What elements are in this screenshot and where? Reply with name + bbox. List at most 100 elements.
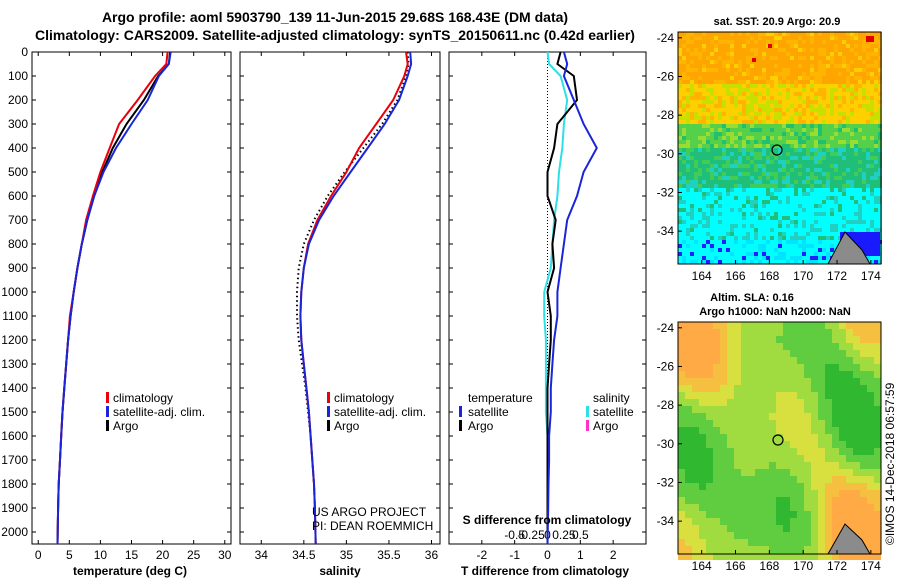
sst-pixel: [730, 32, 734, 36]
sst-pixel: [690, 248, 694, 252]
sst-pixel: [710, 60, 714, 64]
sst-pixel: [826, 148, 830, 152]
sst-pixel: [826, 128, 830, 132]
sla-pixel: [734, 392, 741, 399]
sla-pixel: [825, 427, 832, 434]
sla-pixel: [832, 455, 839, 462]
sst-pixel: [786, 84, 790, 88]
sst-pixel: [850, 100, 854, 104]
sst-pixel: [726, 232, 730, 236]
sla-pixel: [727, 385, 734, 392]
sst-pixel: [698, 44, 702, 48]
sst-pixel: [770, 224, 774, 228]
sst-pixel: [702, 220, 706, 224]
sla-pixel: [832, 392, 839, 399]
sst-pixel: [790, 100, 794, 104]
sst-pixel: [730, 148, 734, 152]
sst-pixel: [710, 112, 714, 116]
sst-pixel: [678, 172, 682, 176]
depth-tick-label: 500: [8, 165, 28, 179]
sst-pixel: [814, 168, 818, 172]
sst-pixel: [822, 108, 826, 112]
sst-pixel: [758, 92, 762, 96]
sst-pixel: [770, 52, 774, 56]
sla-pixel: [720, 483, 727, 490]
legend-swatch-argo: [106, 420, 109, 431]
sst-pixel: [762, 216, 766, 220]
sla-pixel: [825, 462, 832, 469]
sla-pixel: [846, 350, 853, 357]
sst-pixel: [766, 260, 770, 264]
sst-pixel: [758, 68, 762, 72]
sla-pixel: [692, 546, 699, 553]
sst-pixel: [710, 72, 714, 76]
sst-pixel: [798, 132, 802, 136]
map-lon-tick-label: 168: [759, 559, 779, 573]
sst-pixel: [858, 104, 862, 108]
sst-pixel: [834, 240, 838, 244]
sla-pixel: [692, 455, 699, 462]
sst-pixel: [718, 44, 722, 48]
sst-pixel: [834, 148, 838, 152]
sla-pixel: [874, 350, 881, 357]
sst-pixel: [794, 172, 798, 176]
sst-pixel: [690, 256, 694, 260]
sst-pixel: [870, 88, 874, 92]
sst-pixel: [742, 48, 746, 52]
sst-pixel: [730, 100, 734, 104]
sst-pixel: [766, 216, 770, 220]
sst-pixel: [718, 244, 722, 248]
sst-pixel: [854, 176, 858, 180]
sst-pixel: [842, 96, 846, 100]
sla-pixel: [804, 343, 811, 350]
sla-pixel: [678, 511, 685, 518]
sla-pixel: [832, 350, 839, 357]
sst-pixel: [686, 96, 690, 100]
sla-pixel: [720, 392, 727, 399]
sst-pixel: [818, 60, 822, 64]
sla-pixel: [741, 469, 748, 476]
sst-pixel: [726, 208, 730, 212]
sst-pixel: [790, 244, 794, 248]
sst-pixel: [834, 168, 838, 172]
sst-pixel: [842, 144, 846, 148]
sst-pixel: [742, 104, 746, 108]
sst-pixel: [746, 60, 750, 64]
sla-pixel: [692, 448, 699, 455]
legend-label-t-argo: Argo: [468, 419, 494, 433]
sst-pixel: [874, 60, 878, 64]
sst-pixel: [798, 176, 802, 180]
sst-pixel: [698, 136, 702, 140]
sst-pixel: [682, 232, 686, 236]
difference-legend: temperature satellite Argo salinity sate…: [459, 391, 634, 433]
sst-pixel: [678, 148, 682, 152]
sst-pixel: [758, 216, 762, 220]
figure-title-line2: Climatology: CARS2009. Satellite-adjuste…: [35, 27, 635, 43]
sst-pixel: [750, 156, 754, 160]
sst-pixel: [726, 196, 730, 200]
sst-pixel: [770, 260, 774, 264]
sst-pixel: [858, 100, 862, 104]
sla-pixel: [867, 490, 874, 497]
sst-pixel: [742, 124, 746, 128]
sst-pixel: [714, 56, 718, 60]
sla-pixel: [734, 476, 741, 483]
sst-pixel: [826, 184, 830, 188]
sst-pixel: [682, 144, 686, 148]
sst-pixel: [842, 192, 846, 196]
sla-pixel: [692, 392, 699, 399]
sst-pixel: [734, 256, 738, 260]
sst-pixel: [698, 128, 702, 132]
sla-pixel: [790, 413, 797, 420]
sla-pixel: [713, 462, 720, 469]
sst-pixel: [718, 240, 722, 244]
sst-pixel: [778, 132, 782, 136]
sst-pixel: [690, 168, 694, 172]
sst-pixel: [786, 100, 790, 104]
sst-pixel: [782, 136, 786, 140]
sst-pixel: [826, 76, 830, 80]
sla-pixel: [762, 371, 769, 378]
sla-pixel: [846, 448, 853, 455]
sla-pixel: [853, 525, 860, 532]
sst-pixel: [822, 152, 826, 156]
